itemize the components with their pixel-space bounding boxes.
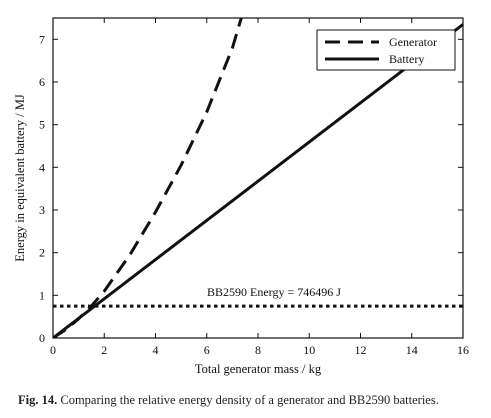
legend-box xyxy=(316,29,456,71)
x-tick-label: 10 xyxy=(303,343,315,357)
y-tick-label: 3 xyxy=(39,203,45,217)
y-tick-label: 2 xyxy=(39,246,45,260)
legend-entry-generator: Generator xyxy=(389,35,437,49)
x-tick-label: 12 xyxy=(355,343,367,357)
y-tick-label: 5 xyxy=(39,118,45,132)
x-tick-label: 4 xyxy=(153,343,159,357)
y-tick-label: 1 xyxy=(39,288,45,302)
chart: BB2590 Energy = 746496 J 0 2 4 6 8 10 12 14 1601… xyxy=(13,17,469,376)
legend: Generator Battery xyxy=(316,29,456,71)
y-tick-label: 0 xyxy=(39,331,45,345)
y-axis-label: Energy in equivalent battery / MJ xyxy=(13,94,27,262)
legend-entry-battery: Battery xyxy=(389,52,424,66)
x-axis-label: Total generator mass / kg xyxy=(195,362,322,376)
figure-label: Fig. 14. xyxy=(18,393,58,407)
figure-caption-text: Comparing the relative energy density of… xyxy=(60,393,439,407)
reference-line-label: BB2590 Energy = 746496 J xyxy=(207,285,341,299)
x-tick-label: 2 xyxy=(101,343,107,357)
x-tick-label: 0 xyxy=(50,343,56,357)
figure-caption: Fig. 14. Comparing the relative energy d… xyxy=(18,393,488,408)
x-tick-label: 8 xyxy=(255,343,261,357)
y-tick-label: 6 xyxy=(39,75,45,89)
series-line-battery xyxy=(53,23,463,338)
x-tick-label: 6 xyxy=(204,343,210,357)
y-tick-label: 4 xyxy=(39,160,45,174)
x-tick-label: 14 xyxy=(406,343,418,357)
x-tick-label: 16 xyxy=(457,343,469,357)
y-tick-label: 7 xyxy=(39,32,45,46)
